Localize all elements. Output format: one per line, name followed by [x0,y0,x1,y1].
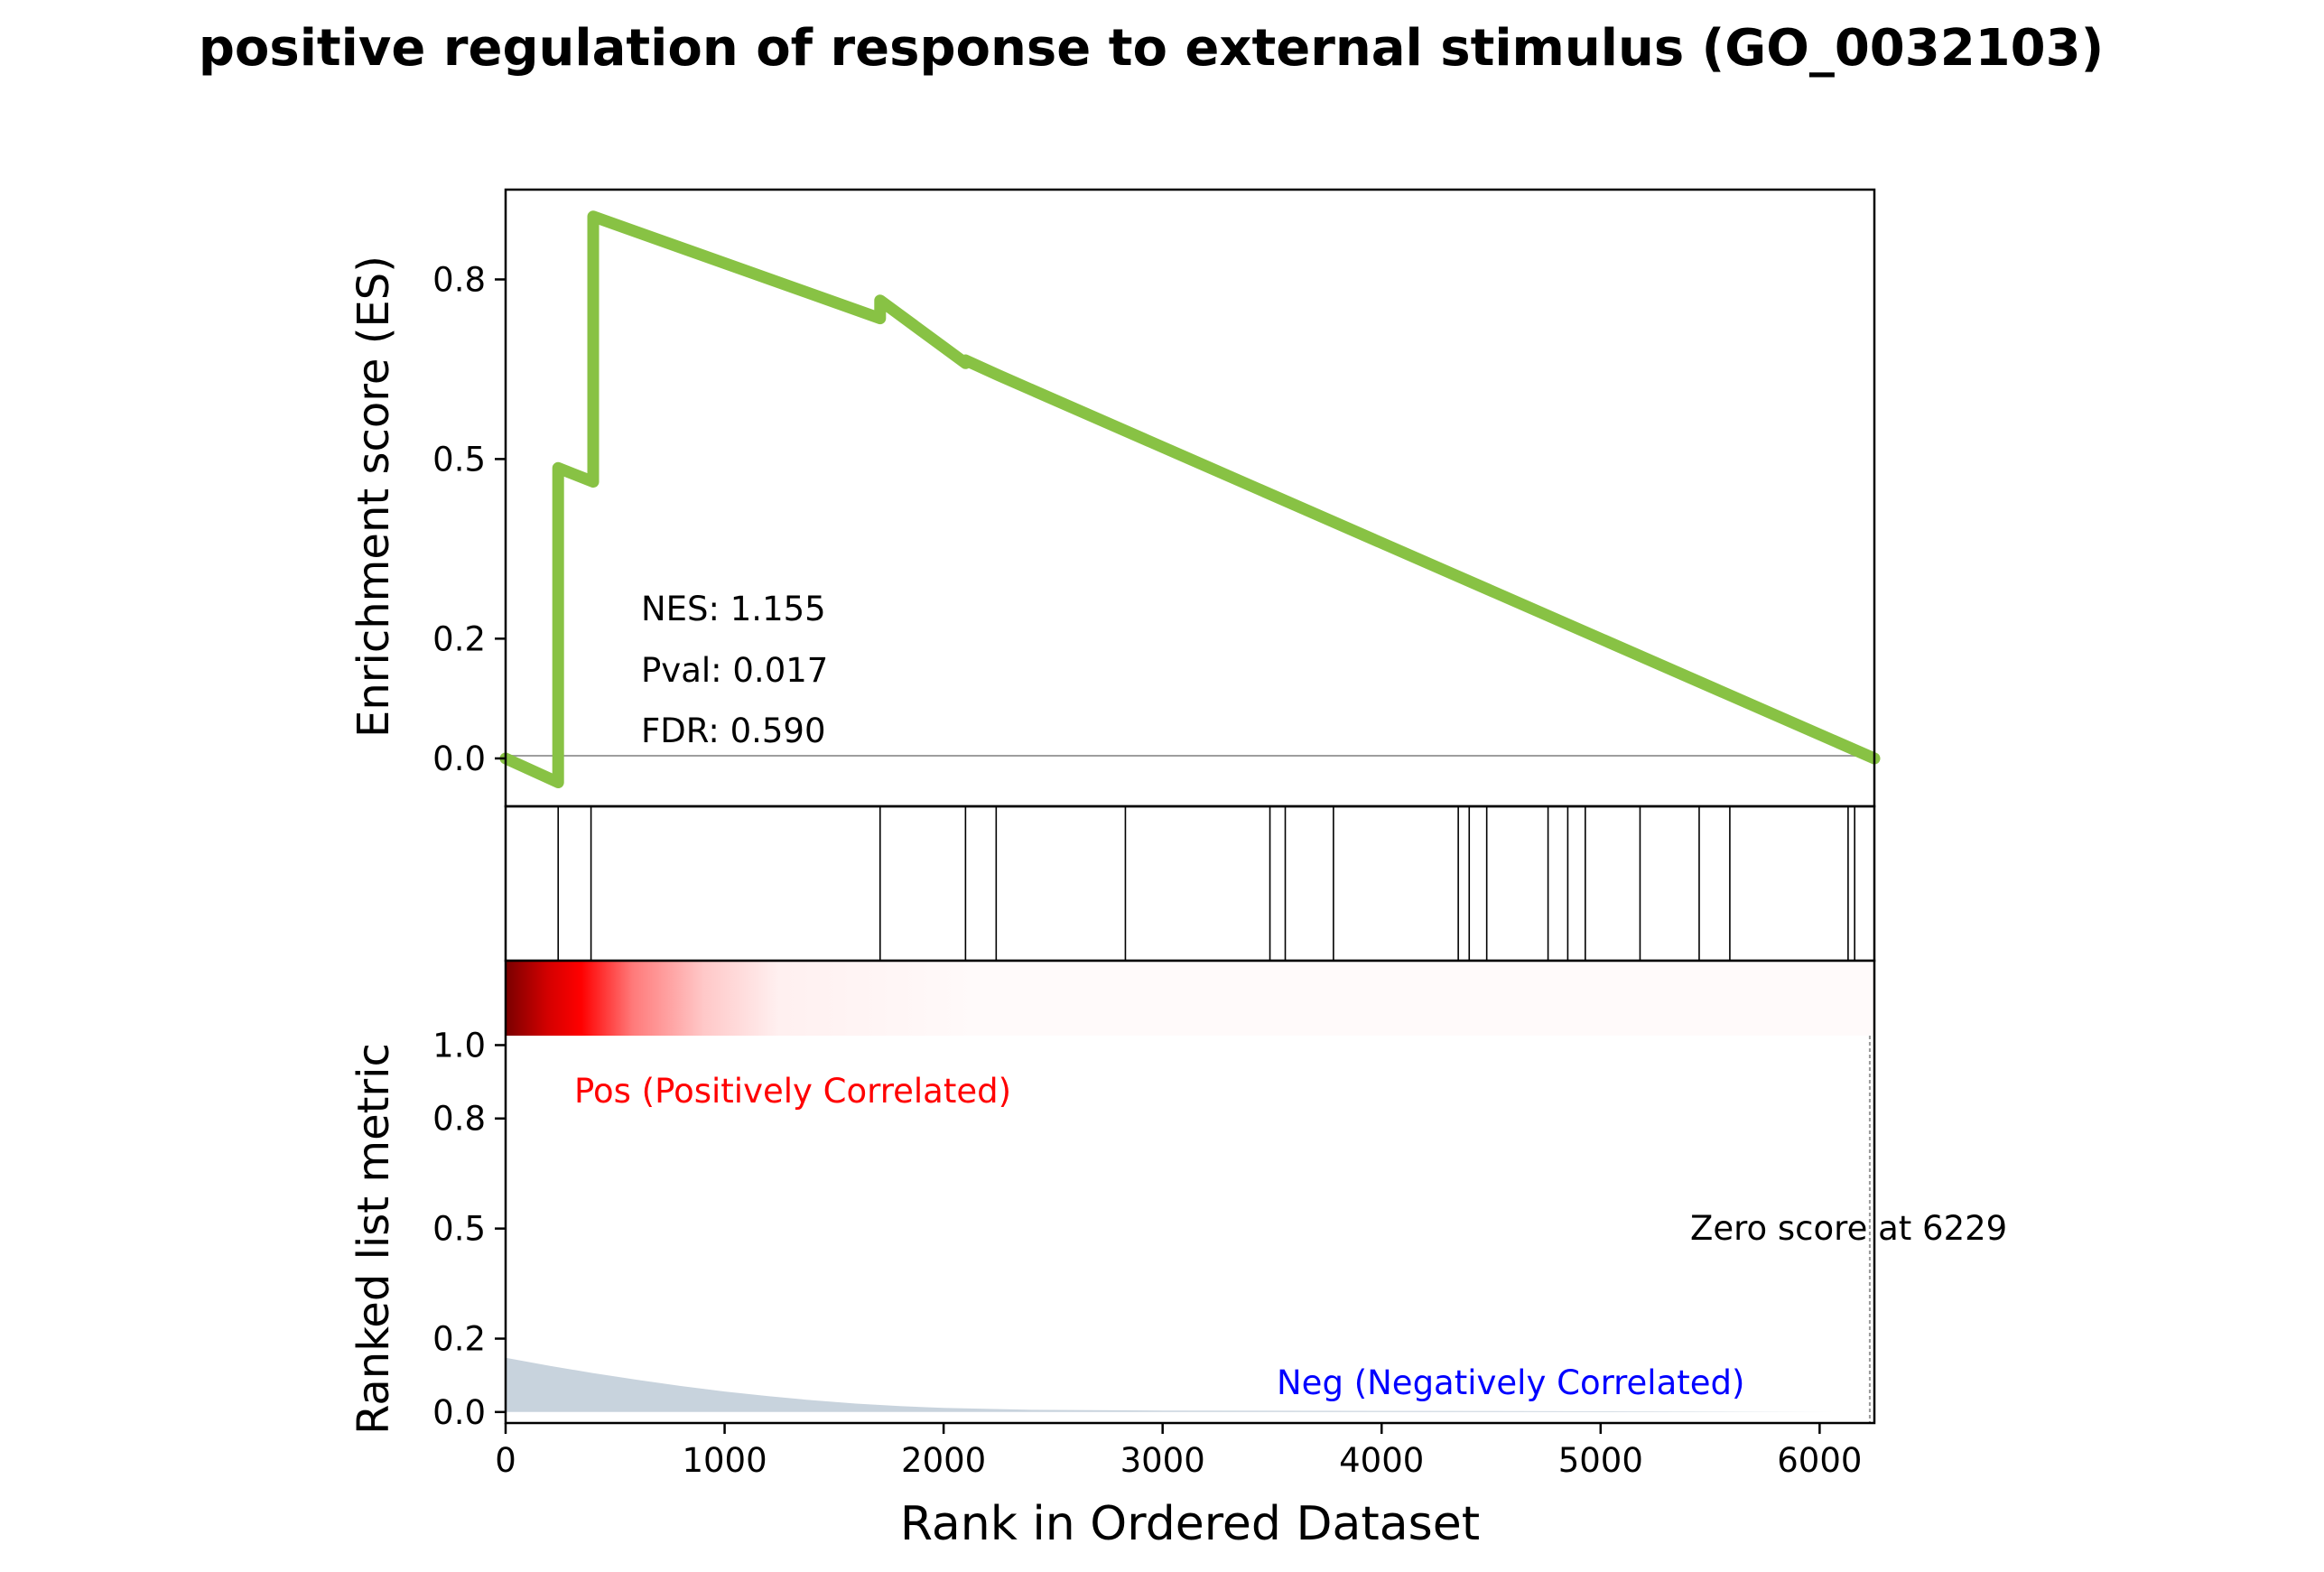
rank-panel-frame [504,959,1876,1425]
es-curve [499,210,1881,788]
rank-y-tick-label: 0.0 [432,1393,486,1432]
es-y-tick-label: 0.8 [432,260,486,299]
x-tick-label: 0 [495,1441,516,1480]
rank-y-axis-label: Ranked list metric [349,1043,399,1435]
pval-annotation: Pval: 0.017 [641,651,828,690]
x-tick-label: 6000 [1777,1441,1862,1480]
es-y-axis-label: Enrichment score (ES) [349,256,399,738]
hits-panel-frame [504,805,1876,963]
neg-label: Neg (Negatively Correlated) [1277,1363,1744,1402]
rank-y-tick-label: 0.8 [432,1100,486,1139]
chart-title: positive regulation of response to exter… [199,19,2104,78]
es-y-ticks: 0.0 0.2 0.5 0.8 [432,260,506,778]
fdr-annotation: FDR: 0.590 [641,712,826,750]
x-tick-label: 2000 [901,1441,986,1480]
x-tick-label: 1000 [682,1441,767,1480]
x-tick-label: 5000 [1558,1441,1643,1480]
hit-lines [557,806,1855,961]
es-y-tick-label: 0.0 [432,739,486,778]
x-tick-label: 4000 [1339,1441,1424,1480]
rank-heatmap-tail [977,961,1874,1036]
rank-heatmap-strip [506,961,977,1036]
es-panel: 0.0 0.2 0.5 0.8 Enrichment score (ES) NES: … [349,188,1881,808]
nes-annotation: NES: 1.155 [641,590,826,628]
x-axis-label: Rank in Ordered Dataset [900,1497,1480,1551]
hits-panel [504,805,1876,963]
x-tick-label: 3000 [1120,1441,1205,1480]
es-y-tick-label: 0.5 [432,440,486,479]
rank-y-ticks: 0.0 0.2 0.5 0.8 1.0 [432,1026,506,1432]
rank-y-tick-label: 0.2 [432,1320,486,1359]
zero-score-label: Zero score at 6229 [1690,1209,2007,1248]
rank-y-tick-label: 0.5 [432,1210,486,1249]
es-y-tick-label: 0.2 [432,619,486,658]
ranked-metric-area [506,1357,1870,1412]
rank-x-ticks: 0 1000 2000 3000 4000 5000 6000 [495,1423,1862,1480]
rank-y-tick-label: 1.0 [432,1026,486,1065]
rank-panel: 0.0 0.2 0.5 0.8 1.0 0 1000 2000 3000 4000 5000 600… [349,959,2007,1551]
pos-label: Pos (Positively Correlated) [574,1072,1011,1111]
